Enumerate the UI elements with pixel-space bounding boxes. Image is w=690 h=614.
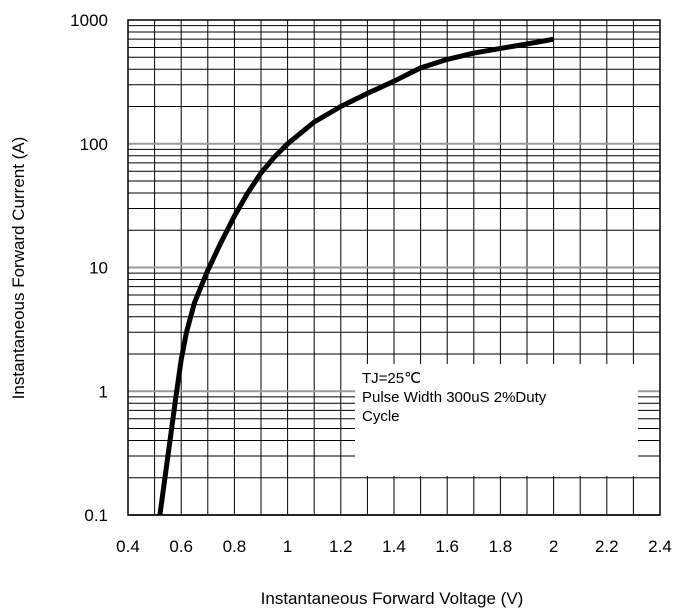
x-tick-label: 1.4 <box>382 537 406 556</box>
y-axis-title: Instantaneous Forward Current (A) <box>9 137 28 400</box>
y-tick-label: 1 <box>99 382 108 401</box>
x-tick-label: 2 <box>549 537 558 556</box>
x-tick-labels: 0.4 0.6 0.8 1 1.2 1.4 1.6 1.8 2 2.2 2.4 <box>116 537 672 556</box>
x-tick-label: 2.2 <box>595 537 619 556</box>
x-tick-label: 1 <box>283 537 292 556</box>
x-tick-label: 1.2 <box>329 537 353 556</box>
annotation-line-1: TJ=25℃ <box>362 370 421 387</box>
y-tick-label: 10 <box>89 259 108 278</box>
x-tick-label: 0.4 <box>116 537 140 556</box>
x-tick-label: 0.6 <box>169 537 193 556</box>
annotation-background <box>355 364 638 476</box>
forward-current-curve <box>157 36 555 516</box>
y-tick-labels: 0.1 1 10 100 1000 <box>70 11 108 525</box>
x-tick-label: 1.8 <box>489 537 513 556</box>
annotation-line-3: Cycle <box>362 408 400 425</box>
y-tick-label: 0.1 <box>84 506 108 525</box>
y-tick-label: 100 <box>80 135 108 154</box>
x-tick-label: 2.4 <box>648 537 672 556</box>
x-tick-label: 0.8 <box>223 537 247 556</box>
x-axis-title: Instantaneous Forward Voltage (V) <box>261 589 524 608</box>
y-tick-label: 1000 <box>70 11 108 30</box>
plot-frame <box>127 19 661 516</box>
annotation-line-2: Pulse Width 300uS 2%Duty <box>362 389 547 406</box>
annotation-box: TJ=25℃ Pulse Width 300uS 2%Duty Cycle <box>355 364 638 476</box>
x-tick-label: 1.6 <box>435 537 459 556</box>
